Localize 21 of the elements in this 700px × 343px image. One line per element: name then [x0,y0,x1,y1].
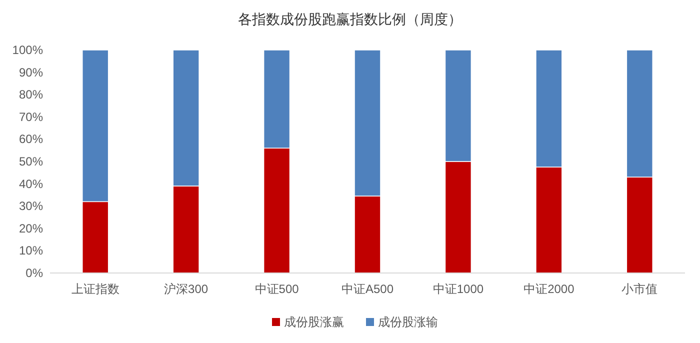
y-tick-label: 80% [18,88,44,102]
y-tick-label: 10% [18,244,44,258]
y-tick-label: 90% [18,65,44,80]
y-tick-label: 50% [18,154,44,168]
y-tick-label: 60% [18,132,44,146]
y-tick-label: 40% [18,176,44,191]
chart-title: 各指数成份股跑赢指数比例（周度） [238,11,462,27]
y-tick-label: 0% [26,266,44,280]
x-tick-label: 中证500 [254,282,300,296]
x-tick-label: 中证1000 [432,282,484,296]
x-tick-label: 小市值 [622,282,658,296]
y-tick-label: 20% [18,221,44,236]
x-tick-label: 中证A500 [341,282,394,296]
legend-label: 成份股涨赢 [284,315,344,329]
x-tick-label: 上证指数 [71,282,120,296]
y-tick-label: 70% [18,110,44,124]
x-tick-label: 中证2000 [524,282,575,296]
y-tick-label: 30% [18,199,44,214]
x-tick-label: 沪深300 [164,282,208,296]
y-tick-label: 100% [12,43,44,57]
legend-label: 成份股涨输 [378,315,438,329]
